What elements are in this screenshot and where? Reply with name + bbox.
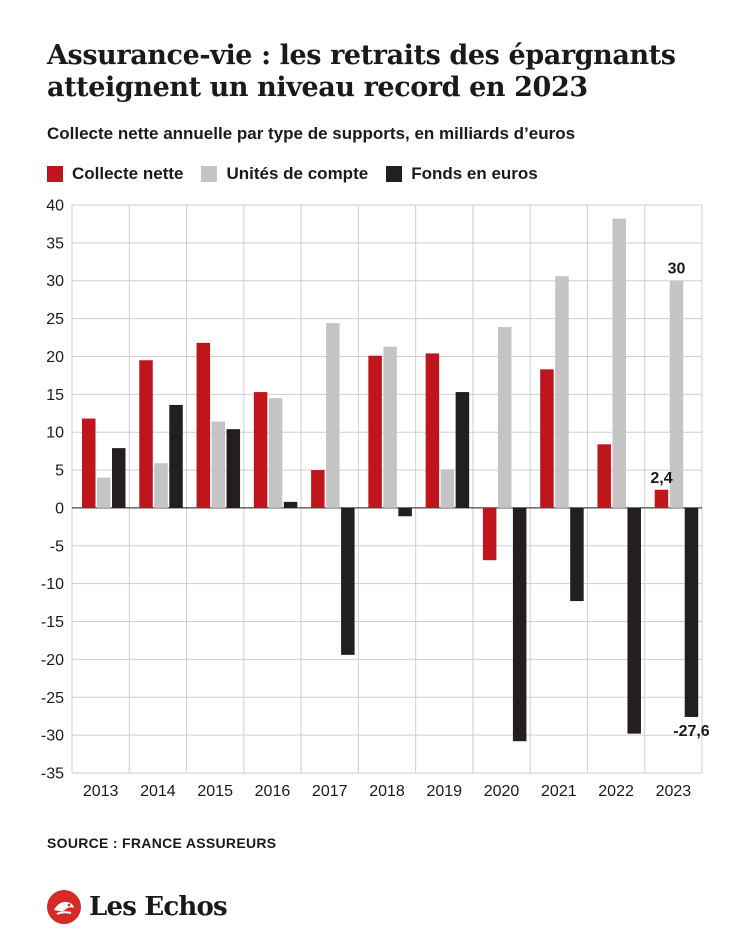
bar-collecte-nette-2016 xyxy=(253,392,268,508)
bar-fonds-en-euros-2017 xyxy=(341,507,355,655)
y-tick-label: 10 xyxy=(46,425,64,442)
x-tick-label: 2017 xyxy=(312,783,348,800)
y-tick-label: -35 xyxy=(41,766,64,783)
bar-unit-s-de-compte-2016 xyxy=(268,398,283,508)
bar-collecte-nette-2023 xyxy=(654,489,669,508)
x-tick-label: 2014 xyxy=(140,783,176,800)
legend-swatch-unites xyxy=(201,166,218,182)
chart-title: Assurance-vie : les retraits des épargna… xyxy=(47,40,676,103)
y-tick-label: 40 xyxy=(46,198,64,215)
bar-collecte-nette-2015 xyxy=(196,342,211,508)
x-tick-label: 2022 xyxy=(598,783,634,800)
bar-collecte-nette-2022 xyxy=(597,444,611,508)
y-tick-label: -15 xyxy=(41,614,64,631)
bar-chart: 4035302520151050-5-10-15-20-25-30-352013… xyxy=(41,198,710,801)
bar-collecte-nette-2017 xyxy=(311,470,325,508)
brand-name: Les Echos xyxy=(89,892,228,922)
data-label: 30 xyxy=(668,261,686,278)
bar-fonds-en-euros-2021 xyxy=(570,507,584,602)
x-tick-label: 2021 xyxy=(541,783,577,800)
x-tick-label: 2023 xyxy=(656,783,692,800)
bar-collecte-nette-2018 xyxy=(368,355,382,508)
y-tick-label: -30 xyxy=(41,728,64,745)
legend-item-unites: Unités de compte xyxy=(201,164,368,184)
legend-item-fonds: Fonds en euros xyxy=(386,164,538,184)
y-tick-label: 25 xyxy=(46,311,64,328)
bar-fonds-en-euros-2018 xyxy=(398,507,412,517)
chart-subtitle: Collecte nette annuelle par type de supp… xyxy=(47,124,576,143)
x-tick-label: 2013 xyxy=(83,783,119,800)
bar-collecte-nette-2013 xyxy=(82,418,96,508)
chart-legend: Collecte nette Unités de compte Fonds en… xyxy=(47,163,556,185)
y-tick-label: 20 xyxy=(46,349,64,366)
bar-unit-s-de-compte-2022 xyxy=(612,218,626,508)
data-label: -27,6 xyxy=(673,723,710,740)
x-tick-label: 2018 xyxy=(369,783,405,800)
bar-unit-s-de-compte-2013 xyxy=(97,477,111,508)
x-tick-label: 2015 xyxy=(197,783,233,800)
legend-item-collecte: Collecte nette xyxy=(47,164,183,184)
y-tick-label: 30 xyxy=(46,273,64,290)
y-tick-label: 15 xyxy=(46,387,64,404)
source-note: SOURCE : FRANCE ASSUREURS xyxy=(47,835,277,851)
x-tick-label: 2020 xyxy=(484,783,520,800)
bar-collecte-nette-2019 xyxy=(425,353,440,508)
x-tick-label: 2016 xyxy=(255,783,291,800)
bar-fonds-en-euros-2019 xyxy=(455,392,470,508)
legend-label-fonds: Fonds en euros xyxy=(411,164,538,183)
legend-swatch-fonds xyxy=(386,166,403,182)
bar-fonds-en-euros-2016 xyxy=(283,501,298,508)
bar-collecte-nette-2020 xyxy=(482,507,497,561)
bar-unit-s-de-compte-2014 xyxy=(154,463,168,508)
data-label: 2,4 xyxy=(650,470,672,487)
bar-collecte-nette-2014 xyxy=(139,360,153,508)
bar-unit-s-de-compte-2023 xyxy=(669,280,684,508)
bar-unit-s-de-compte-2019 xyxy=(440,469,455,508)
bar-unit-s-de-compte-2015 xyxy=(211,421,226,508)
bar-unit-s-de-compte-2020 xyxy=(497,326,512,508)
legend-label-unites: Unités de compte xyxy=(226,164,369,183)
bar-unit-s-de-compte-2018 xyxy=(383,346,397,508)
y-tick-label: 0 xyxy=(55,500,64,517)
y-tick-label: 35 xyxy=(46,235,64,252)
bar-fonds-en-euros-2015 xyxy=(226,429,241,508)
bar-unit-s-de-compte-2021 xyxy=(555,276,569,508)
y-tick-label: -5 xyxy=(50,538,64,555)
y-tick-label: 5 xyxy=(55,463,64,480)
legend-swatch-collecte xyxy=(47,166,63,182)
bar-fonds-en-euros-2023 xyxy=(684,507,699,717)
les-echos-logo-icon xyxy=(47,890,81,924)
bar-fonds-en-euros-2020 xyxy=(512,507,527,742)
bar-collecte-nette-2021 xyxy=(540,369,554,508)
brand: Les Echos xyxy=(47,887,228,927)
x-tick-label: 2019 xyxy=(426,783,462,800)
bar-fonds-en-euros-2022 xyxy=(627,507,641,734)
y-tick-label: -20 xyxy=(41,652,64,669)
legend-label-collecte: Collecte nette xyxy=(72,164,184,183)
bar-fonds-en-euros-2014 xyxy=(169,404,183,508)
y-tick-label: -25 xyxy=(41,690,64,707)
bar-unit-s-de-compte-2017 xyxy=(326,323,340,508)
y-tick-label: -10 xyxy=(41,576,64,593)
bar-fonds-en-euros-2013 xyxy=(112,448,126,508)
